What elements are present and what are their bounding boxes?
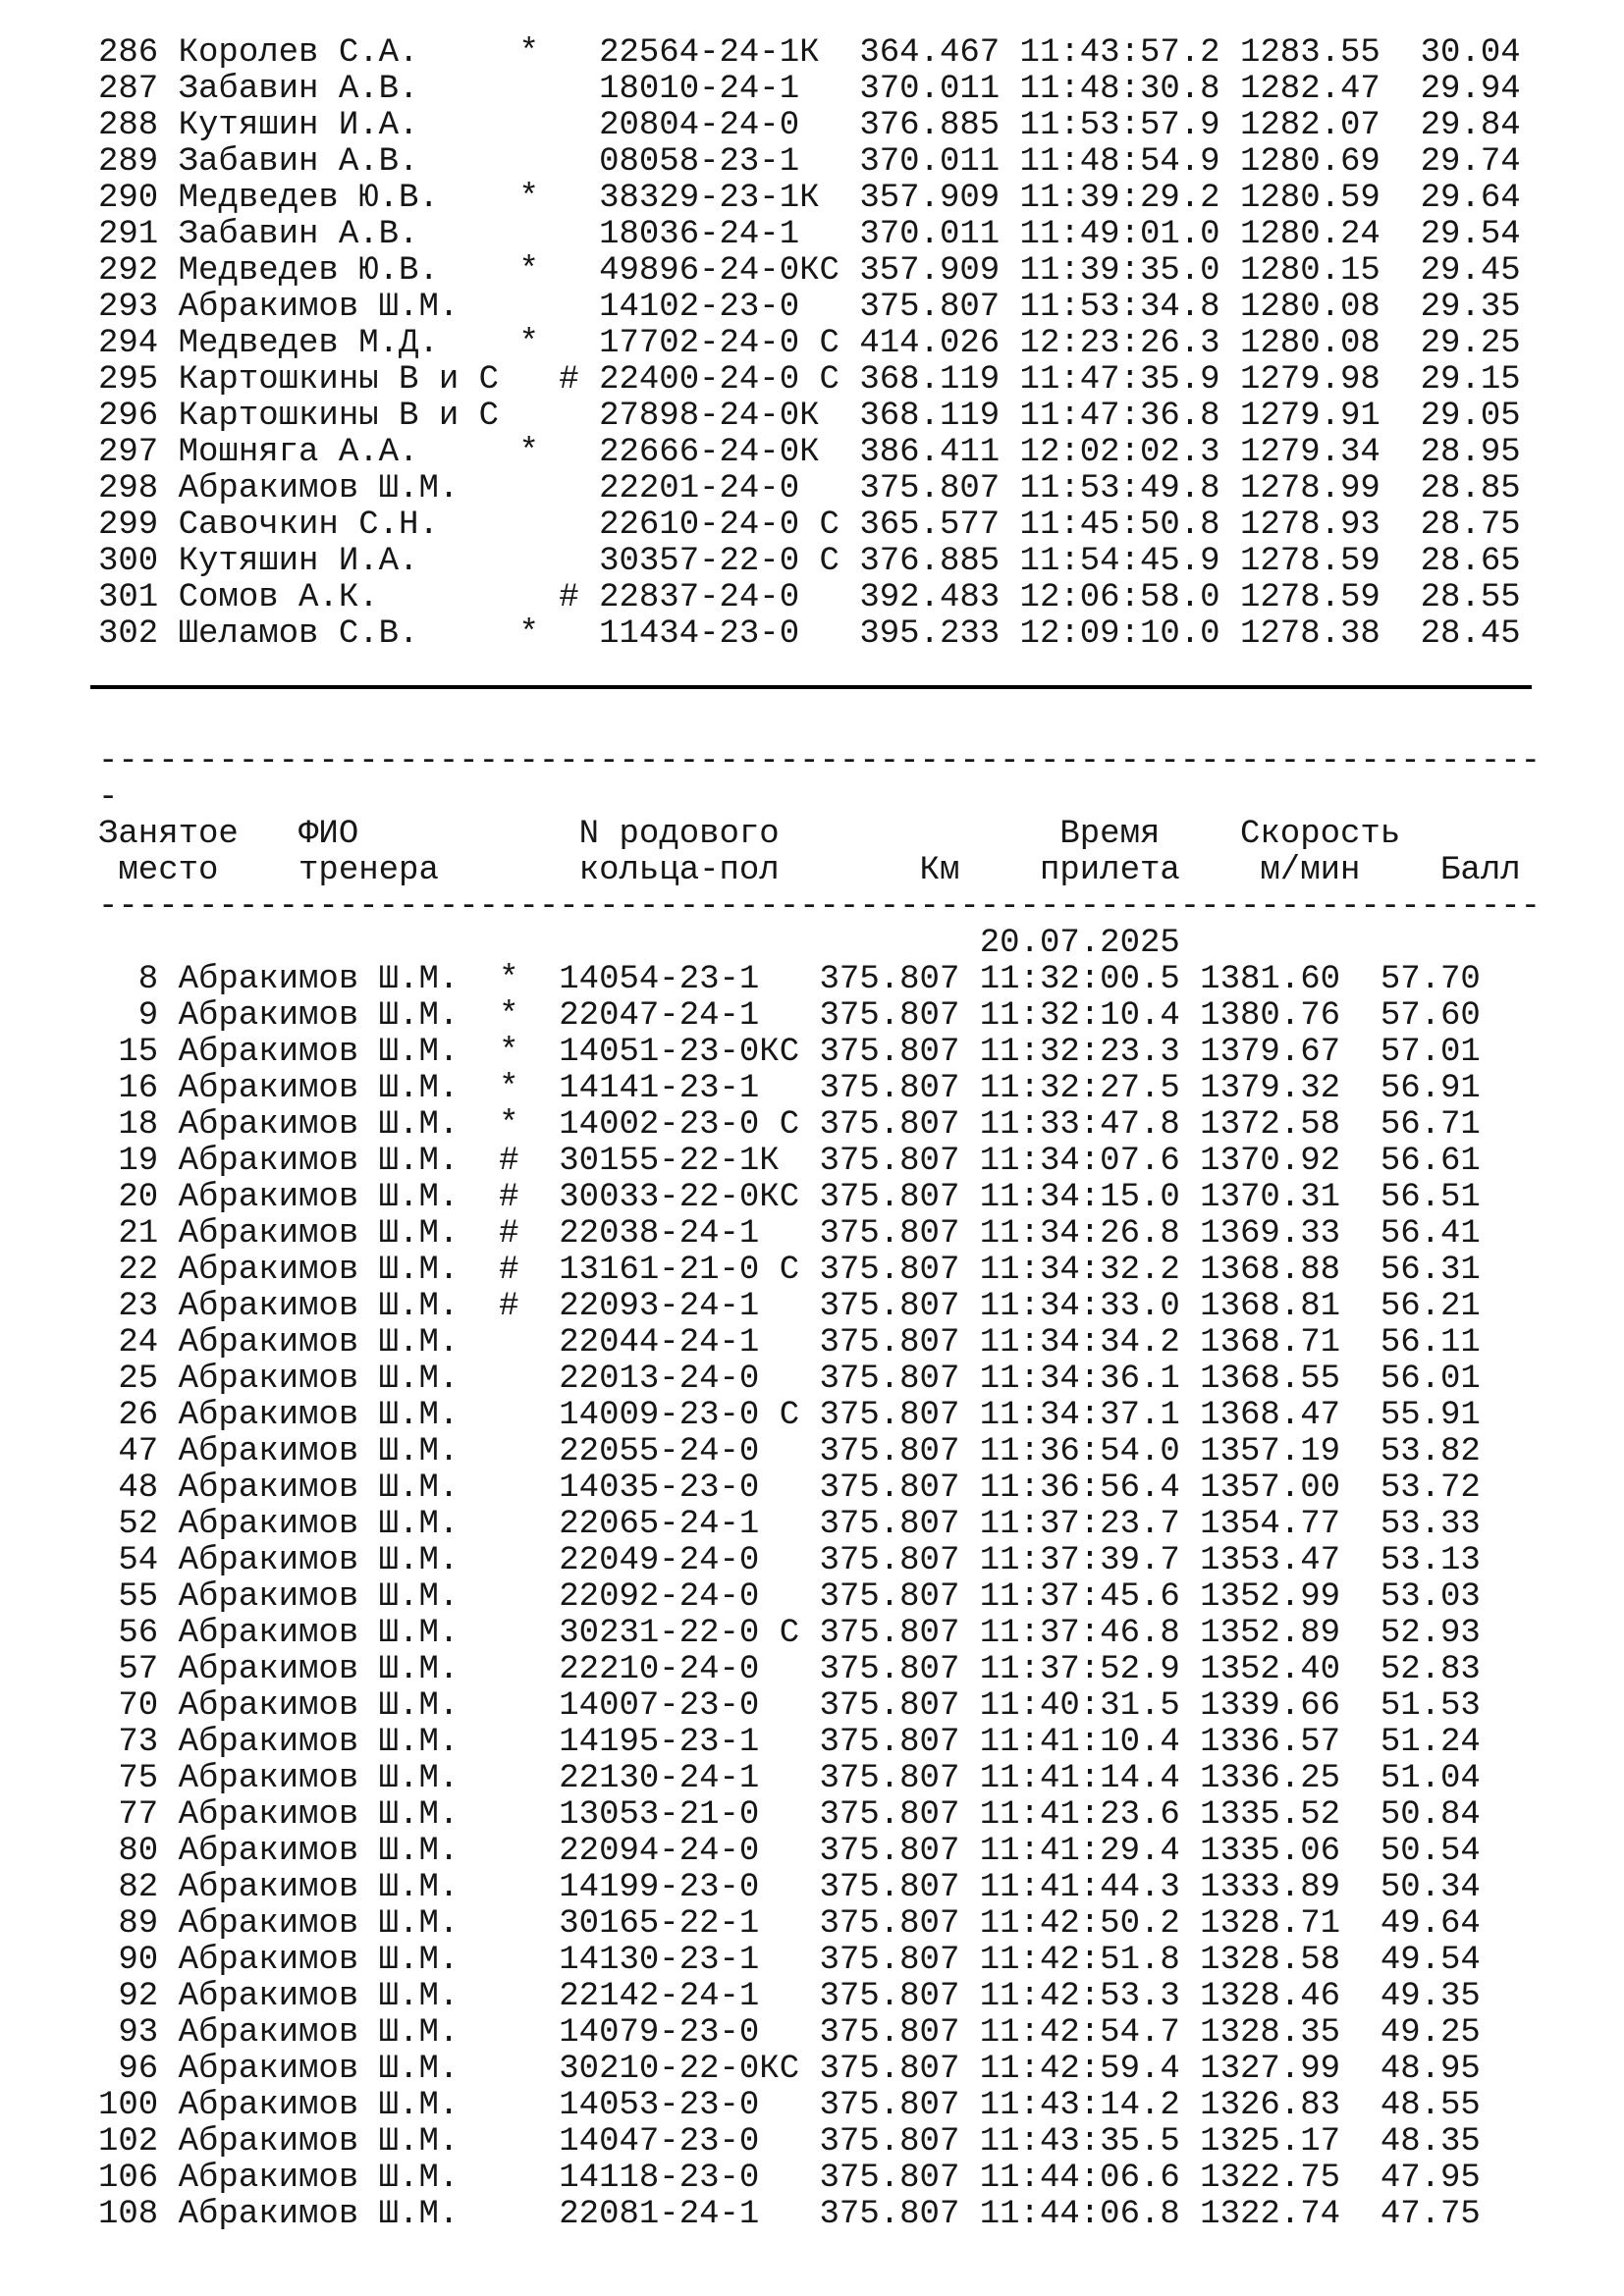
result-row: 93 Абракимов Ш.М. 14079-23-0 375.807 11:… <box>98 2014 1481 2052</box>
result-row: 288 Кутяшин И.А. 20804-24-0 376.885 11:5… <box>98 107 1521 144</box>
result-row: 295 Картошкины В и С # 22400-24-0 С 368.… <box>98 361 1521 399</box>
result-row: 102 Абракимов Ш.М. 14047-23-0 375.807 11… <box>98 2123 1481 2161</box>
dashed-separator: ----------------------------------------… <box>98 888 1542 926</box>
table-header-section: ----------------------------------------… <box>98 744 1624 962</box>
result-row: 89 Абракимов Ш.М. 30165-22-1 375.807 11:… <box>98 1905 1481 1943</box>
result-row: 296 Картошкины В и С 27898-24-0К 368.119… <box>98 398 1521 435</box>
table-header-line2: место тренера кольца-пол Км прилета м/ми… <box>98 852 1521 889</box>
result-row: 19 Абракимов Ш.М. # 30155-22-1К 375.807 … <box>98 1143 1481 1180</box>
result-row: 92 Абракимов Ш.М. 22142-24-1 375.807 11:… <box>98 1978 1481 2015</box>
result-row: 55 Абракимов Ш.М. 22092-24-0 375.807 11:… <box>98 1578 1481 1616</box>
result-row: 299 Савочкин С.Н. 22610-24-0 С 365.577 1… <box>98 507 1521 544</box>
result-row: 106 Абракимов Ш.М. 14118-23-0 375.807 11… <box>98 2160 1481 2197</box>
results-table-top: 286 Королев С.А. * 22564-24-1К 364.467 1… <box>98 35 1624 653</box>
result-row: 73 Абракимов Ш.М. 14195-23-1 375.807 11:… <box>98 1724 1481 1761</box>
result-row: 21 Абракимов Ш.М. # 22038-24-1 375.807 1… <box>98 1215 1481 1253</box>
result-row: 301 Сомов А.К. # 22837-24-0 392.483 12:0… <box>98 579 1521 616</box>
horizontal-rule <box>90 685 1532 689</box>
result-row: 20 Абракимов Ш.М. # 30033-22-0КС 375.807… <box>98 1179 1481 1216</box>
result-row: 298 Абракимов Ш.М. 22201-24-0 375.807 11… <box>98 470 1521 507</box>
result-row: 26 Абракимов Ш.М. 14009-23-0 С 375.807 1… <box>98 1397 1481 1434</box>
result-row: 82 Абракимов Ш.М. 14199-23-0 375.807 11:… <box>98 1869 1481 1906</box>
result-row: 80 Абракимов Ш.М. 22094-24-0 375.807 11:… <box>98 1833 1481 1870</box>
result-row: 25 Абракимов Ш.М. 22013-24-0 375.807 11:… <box>98 1361 1481 1398</box>
result-row: 294 Медведев М.Д. * 17702-24-0 С 414.026… <box>98 325 1521 362</box>
result-row: 8 Абракимов Ш.М. * 14054-23-1 375.807 11… <box>98 961 1481 998</box>
result-row: 290 Медведев Ю.В. * 38329-23-1К 357.909 … <box>98 180 1521 217</box>
result-row: 15 Абракимов Ш.М. * 14051-23-0КС 375.807… <box>98 1034 1481 1071</box>
table-header-line1: Занятое ФИО N родового Время Скорость <box>98 816 1401 853</box>
result-row: 291 Забавин А.В. 18036-24-1 370.011 11:4… <box>98 216 1521 253</box>
result-row: 300 Кутяшин И.А. 30357-22-0 С 376.885 11… <box>98 543 1521 580</box>
result-row: 70 Абракимов Ш.М. 14007-23-0 375.807 11:… <box>98 1687 1481 1725</box>
result-row: 56 Абракимов Ш.М. 30231-22-0 С 375.807 1… <box>98 1615 1481 1652</box>
result-row: 292 Медведев Ю.В. * 49896-24-0КС 357.909… <box>98 252 1521 290</box>
result-row: 108 Абракимов Ш.М. 22081-24-1 375.807 11… <box>98 2196 1481 2233</box>
result-row: 9 Абракимов Ш.М. * 22047-24-1 375.807 11… <box>98 997 1481 1035</box>
result-row: 23 Абракимов Ш.М. # 22093-24-1 375.807 1… <box>98 1288 1481 1325</box>
result-row: 18 Абракимов Ш.М. * 14002-23-0 С 375.807… <box>98 1106 1481 1144</box>
result-row: 100 Абракимов Ш.М. 14053-23-0 375.807 11… <box>98 2087 1481 2124</box>
result-row: 48 Абракимов Ш.М. 14035-23-0 375.807 11:… <box>98 1469 1481 1507</box>
result-row: 54 Абракимов Ш.М. 22049-24-0 375.807 11:… <box>98 1542 1481 1579</box>
result-row: 293 Абракимов Ш.М. 14102-23-0 375.807 11… <box>98 289 1521 326</box>
dashed-separator: ----------------------------------------… <box>98 743 1542 780</box>
result-row: 52 Абракимов Ш.М. 22065-24-1 375.807 11:… <box>98 1506 1481 1543</box>
result-row: 286 Королев С.А. * 22564-24-1К 364.467 1… <box>98 34 1521 72</box>
results-table-abrakimov: 8 Абракимов Ш.М. * 14054-23-1 375.807 11… <box>98 962 1624 2233</box>
race-date: 20.07.2025 <box>98 925 1180 962</box>
result-row: 302 Шеламов С.В. * 11434-23-0 395.233 12… <box>98 615 1521 653</box>
result-row: 96 Абракимов Ш.М. 30210-22-0КС 375.807 1… <box>98 2051 1481 2088</box>
result-row: 77 Абракимов Ш.М. 13053-21-0 375.807 11:… <box>98 1796 1481 1834</box>
result-row: 22 Абракимов Ш.М. # 13161-21-0 С 375.807… <box>98 1252 1481 1289</box>
result-row: 297 Мошняга А.А. * 22666-24-0К 386.411 1… <box>98 434 1521 471</box>
stray-dash: - <box>98 779 119 817</box>
result-row: 90 Абракимов Ш.М. 14130-23-1 375.807 11:… <box>98 1942 1481 1979</box>
result-row: 16 Абракимов Ш.М. * 14141-23-1 375.807 1… <box>98 1070 1481 1107</box>
result-row: 287 Забавин А.В. 18010-24-1 370.011 11:4… <box>98 71 1521 108</box>
result-row: 289 Забавин А.В. 08058-23-1 370.011 11:4… <box>98 143 1521 181</box>
result-row: 24 Абракимов Ш.М. 22044-24-1 375.807 11:… <box>98 1324 1481 1362</box>
result-row: 47 Абракимов Ш.М. 22055-24-0 375.807 11:… <box>98 1433 1481 1470</box>
result-row: 75 Абракимов Ш.М. 22130-24-1 375.807 11:… <box>98 1760 1481 1797</box>
result-row: 57 Абракимов Ш.М. 22210-24-0 375.807 11:… <box>98 1651 1481 1688</box>
